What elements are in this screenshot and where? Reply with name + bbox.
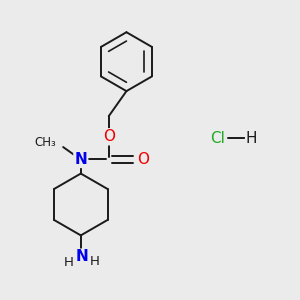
Text: CH₃: CH₃ (34, 136, 56, 149)
Text: H: H (90, 255, 100, 268)
Text: N: N (76, 249, 89, 264)
Text: N: N (74, 152, 87, 167)
Text: O: O (136, 152, 148, 167)
Text: H: H (246, 131, 257, 146)
Text: O: O (103, 129, 115, 144)
Text: H: H (64, 256, 74, 269)
Text: Cl: Cl (210, 131, 225, 146)
